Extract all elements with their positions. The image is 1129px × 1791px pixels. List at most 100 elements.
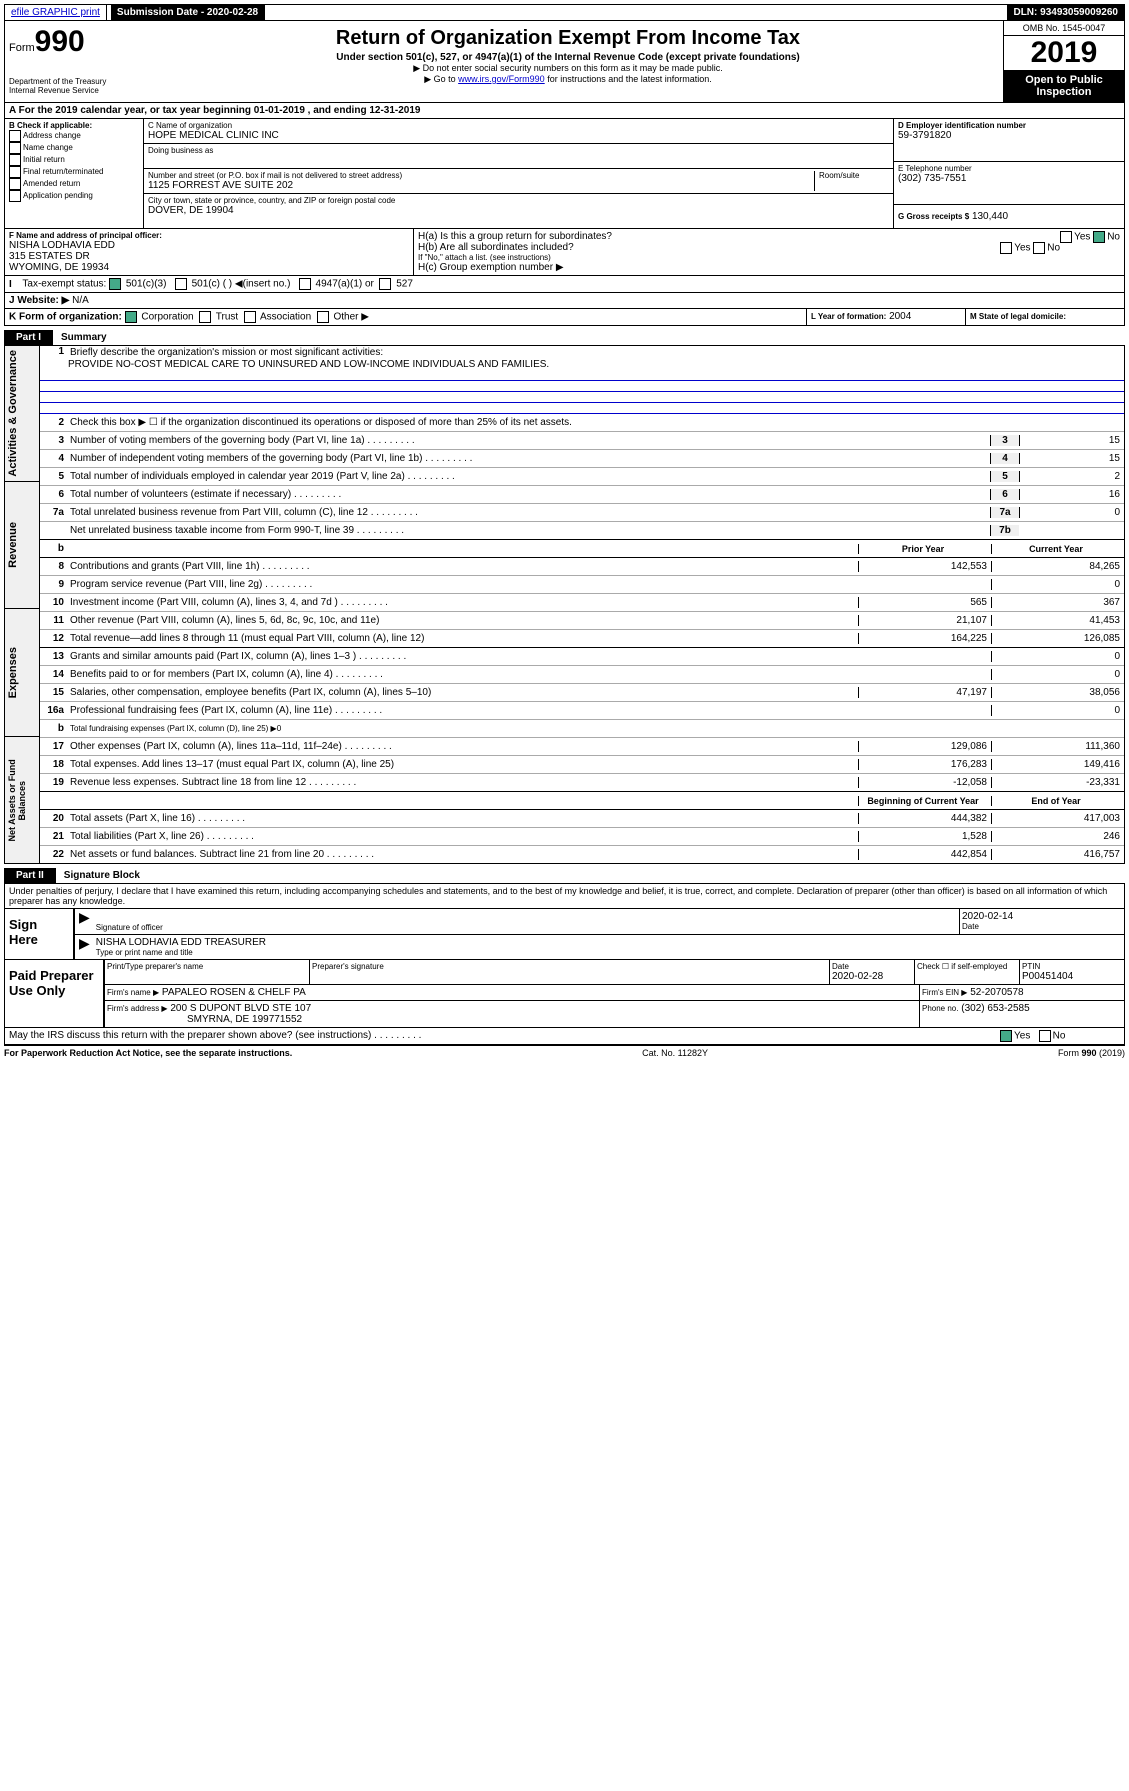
form-footer: Form 990 (2019)	[1058, 1048, 1125, 1058]
prep-date: 2020-02-28	[832, 971, 912, 982]
val3: 15	[1019, 435, 1124, 446]
sign-date: 2020-02-14	[962, 911, 1122, 922]
officer-addr1: 315 ESTATES DR	[9, 251, 409, 262]
firm-addr-label: Firm's address ▶	[107, 1004, 168, 1013]
box-ha: H(a) Is this a group return for subordin…	[418, 231, 1120, 242]
box-b-label: B Check if applicable:	[9, 121, 139, 130]
line5: Total number of individuals employed in …	[68, 470, 990, 483]
val6: 16	[1019, 489, 1124, 500]
c9: 0	[991, 579, 1124, 590]
line2: Check this box ▶ ☐ if the organization d…	[68, 416, 1124, 429]
chk-initial[interactable]: Initial return	[9, 154, 139, 166]
c13: 0	[991, 651, 1124, 662]
arrow-icon: ▶	[75, 909, 94, 934]
box-d-label: D Employer identification number	[898, 121, 1120, 130]
officer-name-title: NISHA LODHAVIA EDD TREASURER	[96, 937, 1122, 948]
period-row: A For the 2019 calendar year, or tax yea…	[4, 103, 1125, 119]
c10: 367	[991, 597, 1124, 608]
note-ssn: ▶ Do not enter social security numbers o…	[137, 63, 999, 74]
dln: DLN: 93493059009260	[1007, 5, 1124, 20]
chk-501c[interactable]	[175, 278, 187, 290]
chk-assoc[interactable]	[244, 311, 256, 323]
irs-link[interactable]: www.irs.gov/Form990	[458, 74, 545, 84]
paid-preparer-block: Paid Preparer Use Only Print/Type prepar…	[4, 960, 1125, 1028]
line7b: Net unrelated business taxable income fr…	[68, 524, 990, 537]
firm-phone: (302) 653-2585	[961, 1003, 1029, 1014]
efile-link[interactable]: efile GRAPHIC print	[5, 5, 107, 20]
pra-notice: For Paperwork Reduction Act Notice, see …	[4, 1048, 292, 1058]
col-prior: Prior Year	[858, 544, 991, 554]
part1-header: Part I Summary	[4, 330, 1125, 345]
val7a: 0	[1019, 507, 1124, 518]
chk-trust[interactable]	[199, 311, 211, 323]
org-name: HOPE MEDICAL CLINIC INC	[148, 130, 889, 141]
p20: 444,382	[858, 813, 991, 824]
ptin-label: PTIN	[1022, 962, 1122, 971]
form-title: Return of Organization Exempt From Incom…	[137, 27, 999, 50]
firm-name-label: Firm's name ▶	[107, 988, 159, 997]
ein: 59-3791820	[898, 130, 1120, 141]
line15: Salaries, other compensation, employee b…	[68, 686, 858, 699]
firm-addr2: SMYRNA, DE 199771552	[107, 1014, 917, 1025]
officer-name: NISHA LODHAVIA EDD	[9, 240, 409, 251]
chk-amended[interactable]: Amended return	[9, 178, 139, 190]
p22: 442,854	[858, 849, 991, 860]
chk-other[interactable]	[317, 311, 329, 323]
box-g-label: G Gross receipts $	[898, 212, 969, 221]
top-bar: efile GRAPHIC print Submission Date - 20…	[4, 4, 1125, 21]
sidebar-netassets: Net Assets or Fund Balances	[5, 737, 29, 863]
p8: 142,553	[858, 561, 991, 572]
c21: 246	[991, 831, 1124, 842]
p17: 129,086	[858, 741, 991, 752]
line17: Other expenses (Part IX, column (A), lin…	[68, 740, 858, 753]
line6: Total number of volunteers (estimate if …	[68, 488, 990, 501]
p18: 176,283	[858, 759, 991, 770]
sign-here-block: Sign Here ▶ Signature of officer 2020-02…	[4, 908, 1125, 960]
firm-ein: 52-2070578	[970, 987, 1023, 998]
prep-name-label: Print/Type preparer's name	[107, 962, 307, 971]
chk-address[interactable]: Address change	[9, 130, 139, 142]
box-hb-note: If "No," attach a list. (see instruction…	[418, 253, 1120, 262]
discuss-yes[interactable]	[1000, 1030, 1012, 1042]
val4: 15	[1019, 453, 1124, 464]
box-i-label: Tax-exempt status:	[22, 279, 106, 290]
omb-number: OMB No. 1545-0047	[1004, 21, 1124, 36]
firm-ein-label: Firm's EIN ▶	[922, 988, 967, 997]
mission-statement: PROVIDE NO-COST MEDICAL CARE TO UNINSURE…	[40, 359, 1124, 370]
chk-corp[interactable]	[125, 311, 137, 323]
chk-501c3[interactable]	[109, 278, 121, 290]
discuss-no[interactable]	[1039, 1030, 1051, 1042]
chk-527[interactable]	[379, 278, 391, 290]
chk-4947[interactable]	[299, 278, 311, 290]
p10: 565	[858, 597, 991, 608]
sidebar-activities: Activities & Governance	[5, 346, 21, 481]
tax-year: 2019	[1004, 36, 1124, 70]
line7a: Total unrelated business revenue from Pa…	[68, 506, 990, 519]
chk-application[interactable]: Application pending	[9, 190, 139, 202]
box-e-label: E Telephone number	[898, 164, 1120, 173]
c17: 111,360	[991, 741, 1124, 752]
dba-label: Doing business as	[148, 146, 889, 155]
line16b: Total fundraising expenses (Part IX, col…	[68, 723, 858, 734]
ptin: P00451404	[1022, 971, 1122, 982]
sidebar-expenses: Expenses	[5, 643, 21, 702]
line20: Total assets (Part X, line 16)	[68, 812, 858, 825]
line1-text: Briefly describe the organization's miss…	[68, 346, 1124, 359]
line14: Benefits paid to or for members (Part IX…	[68, 668, 858, 681]
submission-date: Submission Date - 2020-02-28	[111, 5, 265, 20]
sig-officer-label: Signature of officer	[96, 923, 957, 932]
phone: (302) 735-7551	[898, 173, 1120, 184]
firm-name: PAPALEO ROSEN & CHELF PA	[162, 987, 306, 998]
note-goto: ▶ Go to www.irs.gov/Form990 for instruct…	[137, 74, 999, 85]
chk-final[interactable]: Final return/terminated	[9, 166, 139, 178]
chk-name[interactable]: Name change	[9, 142, 139, 154]
gross-receipts: 130,440	[972, 211, 1008, 222]
self-employed-check[interactable]: Check ☐ if self-employed	[915, 960, 1020, 984]
cat-number: Cat. No. 11282Y	[642, 1048, 708, 1058]
col-begin: Beginning of Current Year	[858, 796, 991, 806]
line22: Net assets or fund balances. Subtract li…	[68, 848, 858, 861]
line11: Other revenue (Part VIII, column (A), li…	[68, 614, 858, 627]
perjury-statement: Under penalties of perjury, I declare th…	[4, 883, 1125, 908]
box-k-label: K Form of organization:	[9, 312, 122, 323]
line12: Total revenue—add lines 8 through 11 (mu…	[68, 632, 858, 645]
